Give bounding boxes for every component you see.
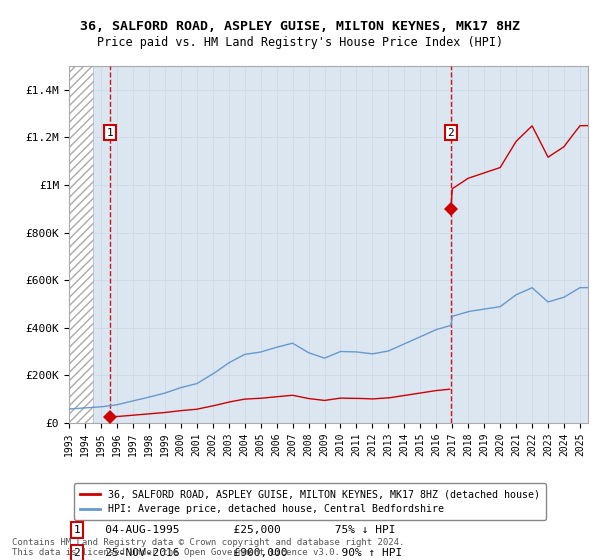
Text: 1: 1 bbox=[107, 128, 113, 138]
Text: 2: 2 bbox=[447, 128, 454, 138]
Text: 1: 1 bbox=[73, 525, 80, 535]
Legend: 36, SALFORD ROAD, ASPLEY GUISE, MILTON KEYNES, MK17 8HZ (detached house), HPI: A: 36, SALFORD ROAD, ASPLEY GUISE, MILTON K… bbox=[74, 483, 546, 520]
Text: Contains HM Land Registry data © Crown copyright and database right 2024.
This d: Contains HM Land Registry data © Crown c… bbox=[12, 538, 404, 557]
Text: 2: 2 bbox=[73, 548, 80, 558]
Text: Price paid vs. HM Land Registry's House Price Index (HPI): Price paid vs. HM Land Registry's House … bbox=[97, 36, 503, 49]
Text: 25-NOV-2016        £900,000        90% ↑ HPI: 25-NOV-2016 £900,000 90% ↑ HPI bbox=[85, 548, 402, 558]
Text: 04-AUG-1995        £25,000        75% ↓ HPI: 04-AUG-1995 £25,000 75% ↓ HPI bbox=[85, 525, 395, 535]
Text: 36, SALFORD ROAD, ASPLEY GUISE, MILTON KEYNES, MK17 8HZ: 36, SALFORD ROAD, ASPLEY GUISE, MILTON K… bbox=[80, 20, 520, 32]
Bar bbox=[69, 66, 93, 423]
